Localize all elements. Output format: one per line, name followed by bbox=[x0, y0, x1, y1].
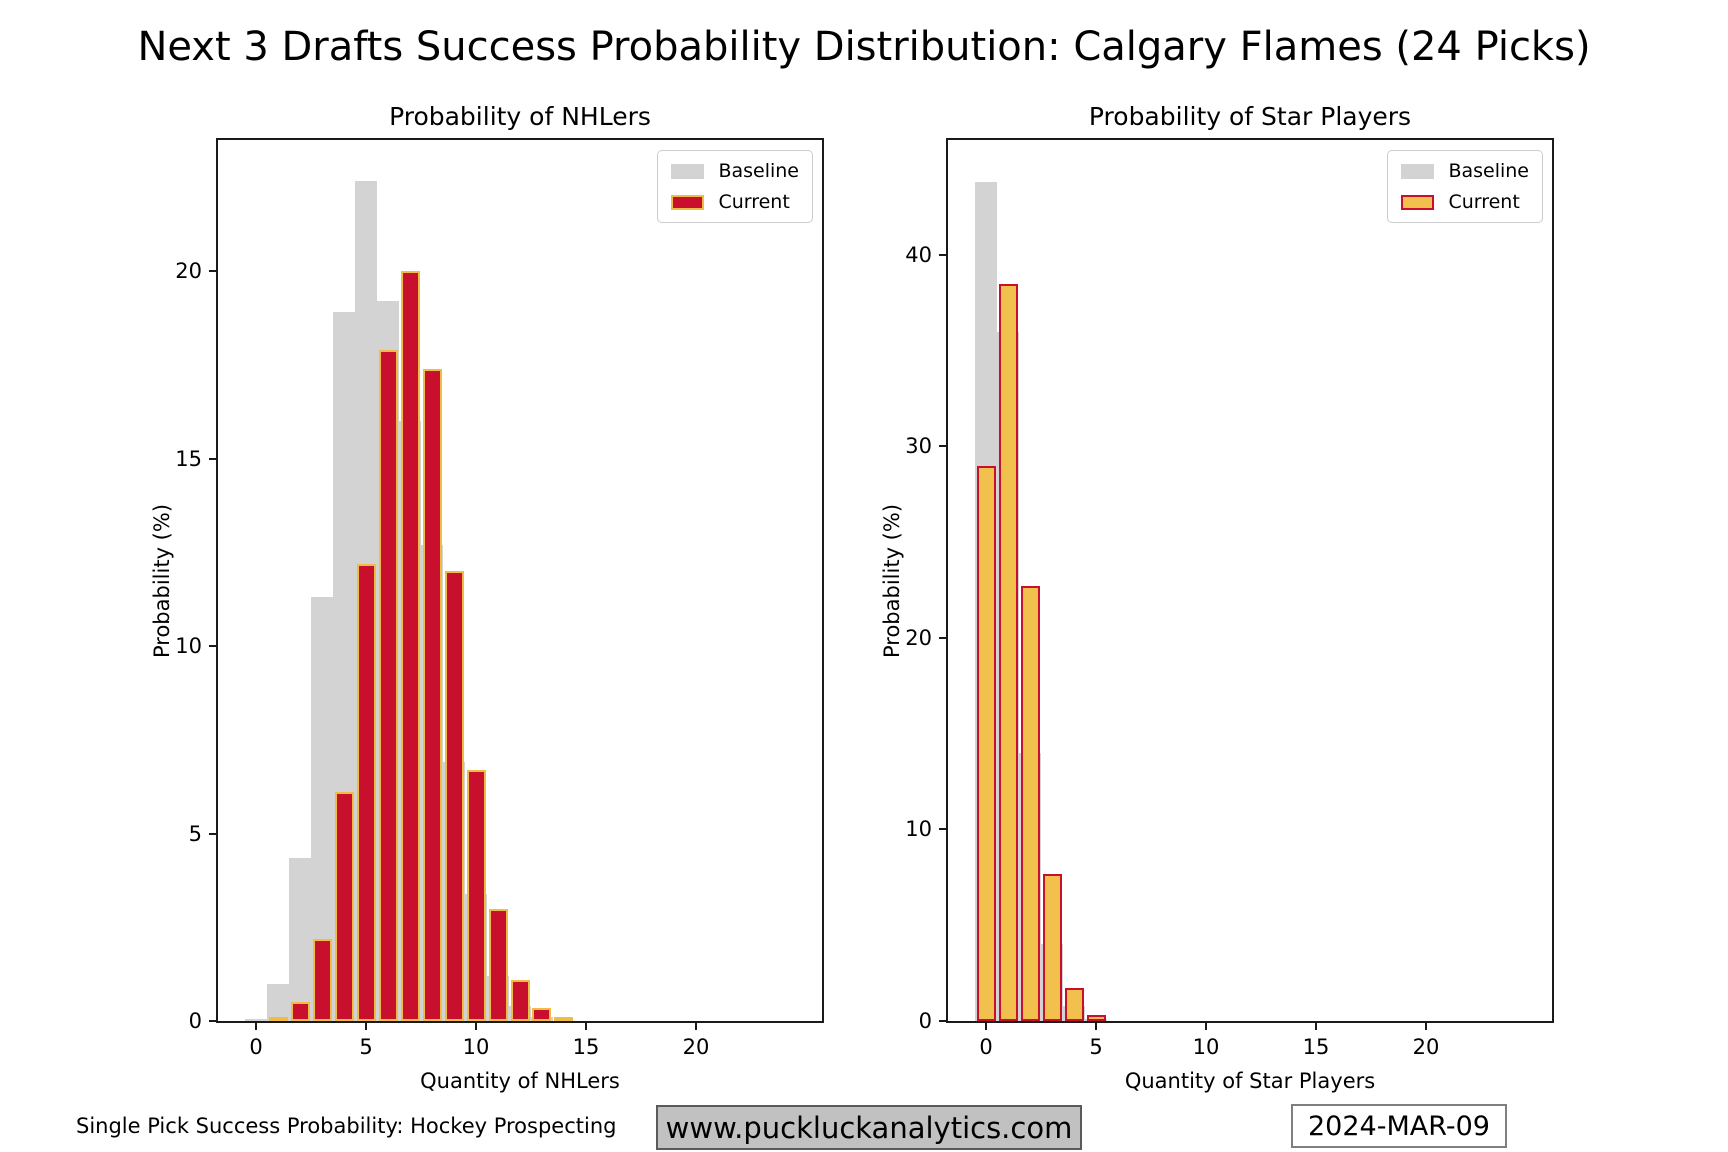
x-tick-15 bbox=[1315, 1021, 1317, 1030]
y-tick-label-10: 10 bbox=[175, 634, 202, 658]
y-tick-15 bbox=[209, 458, 218, 460]
y-tick-40 bbox=[939, 254, 948, 256]
current-bar-x3 bbox=[313, 939, 332, 1021]
website-text: www.puckluckanalytics.com bbox=[665, 1110, 1073, 1145]
axes-stars: Probability of Star Players Probability … bbox=[880, 102, 1554, 1093]
legend-row-current: Current bbox=[1401, 191, 1529, 213]
current-bar-x3 bbox=[1043, 874, 1062, 1021]
y-tick-label-20: 20 bbox=[905, 626, 932, 650]
x-tick-label-10: 10 bbox=[462, 1035, 490, 1059]
y-tick-label-40: 40 bbox=[905, 243, 932, 267]
y-tick-5 bbox=[209, 833, 218, 835]
current-bar-x1 bbox=[999, 284, 1018, 1021]
x-tick-0 bbox=[255, 1021, 257, 1030]
baseline-bar-x2 bbox=[289, 858, 311, 1021]
current-bar-x4 bbox=[335, 792, 354, 1021]
y-tick-30 bbox=[939, 445, 948, 447]
y-tick-20 bbox=[939, 637, 948, 639]
current-bar-x7 bbox=[401, 271, 420, 1021]
baseline-legend-label: Baseline bbox=[718, 160, 799, 182]
y-tick-label-10: 10 bbox=[905, 817, 932, 841]
current-bar-x13 bbox=[532, 1008, 551, 1021]
y-tick-label-20: 20 bbox=[175, 259, 202, 283]
current-bar-x14 bbox=[554, 1017, 573, 1021]
current-swatch bbox=[1401, 194, 1435, 210]
y-tick-label-30: 30 bbox=[905, 434, 932, 458]
current-bar-x12 bbox=[511, 980, 530, 1021]
axes-nhlers-title: Probability of NHLers bbox=[389, 102, 651, 131]
axes-nhlers-legend: Baseline Current bbox=[657, 150, 813, 223]
baseline-bar-x1 bbox=[267, 984, 289, 1021]
current-bar-x5 bbox=[1087, 1015, 1106, 1021]
x-tick-5 bbox=[1095, 1021, 1097, 1030]
x-tick-label-20: 20 bbox=[1412, 1035, 1440, 1059]
current-bar-x2 bbox=[291, 1002, 310, 1021]
x-tick-label-10: 10 bbox=[1192, 1035, 1220, 1059]
baseline-swatch bbox=[671, 163, 705, 179]
x-tick-label-5: 5 bbox=[1089, 1035, 1103, 1059]
date-text: 2024-MAR-09 bbox=[1308, 1110, 1490, 1142]
x-tick-5 bbox=[365, 1021, 367, 1030]
axes-stars-legend: Baseline Current bbox=[1387, 150, 1543, 223]
x-tick-label-0: 0 bbox=[249, 1035, 263, 1059]
y-tick-20 bbox=[209, 270, 218, 272]
baseline-swatch bbox=[1401, 163, 1435, 179]
axes-stars-plot-area bbox=[948, 140, 1552, 1021]
x-tick-10 bbox=[475, 1021, 477, 1030]
y-tick-label-0: 0 bbox=[188, 1009, 202, 1033]
y-tick-0 bbox=[209, 1020, 218, 1022]
current-bar-x4 bbox=[1065, 988, 1084, 1021]
current-bar-x10 bbox=[467, 770, 486, 1021]
current-bar-x11 bbox=[489, 909, 508, 1021]
x-tick-label-15: 15 bbox=[572, 1035, 600, 1059]
website-box: www.puckluckanalytics.com bbox=[656, 1105, 1082, 1150]
baseline-bar-x0 bbox=[245, 1019, 267, 1021]
axes-nhlers-ylabel: Probability (%) bbox=[150, 503, 174, 658]
y-tick-0 bbox=[939, 1020, 948, 1022]
axes-stars-ylabel: Probability (%) bbox=[880, 503, 904, 658]
x-tick-label-5: 5 bbox=[359, 1035, 373, 1059]
axes-stars-title: Probability of Star Players bbox=[1088, 102, 1412, 131]
x-tick-10 bbox=[1205, 1021, 1207, 1030]
legend-row-current: Current bbox=[671, 191, 799, 213]
figure-title: Next 3 Drafts Success Probability Distri… bbox=[137, 24, 1591, 70]
current-legend-label: Current bbox=[1448, 191, 1520, 213]
y-tick-label-5: 5 bbox=[188, 822, 202, 846]
current-bar-x0 bbox=[977, 466, 996, 1021]
legend-row-baseline: Baseline bbox=[671, 160, 799, 182]
x-tick-15 bbox=[585, 1021, 587, 1030]
current-bar-x6 bbox=[379, 350, 398, 1021]
y-tick-10 bbox=[939, 828, 948, 830]
baseline-legend-label: Baseline bbox=[1448, 160, 1529, 182]
x-tick-label-15: 15 bbox=[1302, 1035, 1330, 1059]
current-bar-x5 bbox=[357, 564, 376, 1021]
axes-nhlers-xlabel: Quantity of NHLers bbox=[420, 1069, 620, 1093]
axes-nhlers: Probability of NHLers Probability (%) Qu… bbox=[150, 102, 824, 1093]
current-bar-x1 bbox=[269, 1017, 288, 1021]
axes-nhlers-plot-area bbox=[218, 140, 822, 1021]
attribution-text: Single Pick Success Probability: Hockey … bbox=[76, 1114, 617, 1138]
legend-row-baseline: Baseline bbox=[1401, 160, 1529, 182]
baseline-bar-x3 bbox=[311, 597, 333, 1021]
date-box: 2024-MAR-09 bbox=[1291, 1104, 1507, 1148]
y-tick-label-15: 15 bbox=[175, 447, 202, 471]
current-swatch bbox=[671, 194, 705, 210]
x-tick-0 bbox=[985, 1021, 987, 1030]
x-tick-20 bbox=[695, 1021, 697, 1030]
current-legend-label: Current bbox=[718, 191, 790, 213]
current-bar-x9 bbox=[445, 571, 464, 1021]
y-tick-10 bbox=[209, 645, 218, 647]
axes-stars-xlabel: Quantity of Star Players bbox=[1124, 1069, 1376, 1093]
x-tick-label-20: 20 bbox=[682, 1035, 710, 1059]
current-bar-x2 bbox=[1021, 586, 1040, 1021]
y-tick-label-0: 0 bbox=[918, 1009, 932, 1033]
current-bar-x8 bbox=[423, 369, 442, 1021]
x-tick-label-0: 0 bbox=[979, 1035, 993, 1059]
x-tick-20 bbox=[1425, 1021, 1427, 1030]
